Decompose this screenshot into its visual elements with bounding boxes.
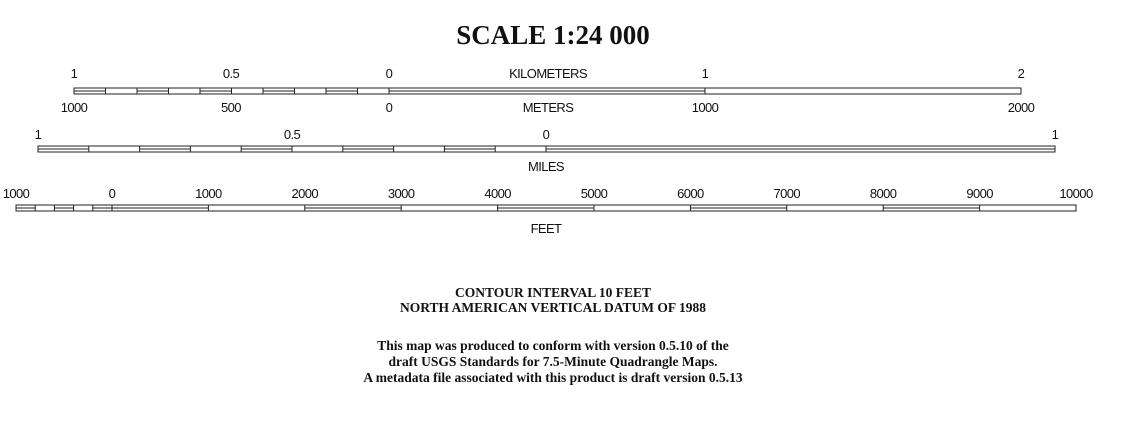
scale-label: 0 [386,66,393,81]
scale-label: 1000 [61,100,88,115]
scale-label: 1000 [195,186,222,201]
scale-title: SCALE 1:24 000 [456,20,650,50]
note: CONTOUR INTERVAL 10 FEET [455,285,651,300]
unit-label: METERS [523,100,575,115]
scale-label: 1 [35,127,42,142]
scale-label: 0 [543,127,550,142]
scale-label: 6000 [677,186,704,201]
scale-label: 1 [71,66,78,81]
statement-line: draft USGS Standards for 7.5-Minute Quad… [388,354,717,369]
scale-label: 2000 [292,186,319,201]
scale-label: 0.5 [284,127,301,142]
note: NORTH AMERICAN VERTICAL DATUM OF 1988 [400,300,706,315]
scale-label: 1 [1052,127,1059,142]
scale-label: 500 [221,100,241,115]
scale-label: 8000 [870,186,897,201]
statement-line: A metadata file associated with this pro… [363,370,742,385]
scale-label: 0 [386,100,393,115]
statement-line: This map was produced to conform with ve… [377,338,729,353]
unit-label: KILOMETERS [509,66,588,81]
scale-label: 10000 [1059,186,1093,201]
unit-label: FEET [531,221,562,236]
scale-label: 0 [109,186,116,201]
scale-label: 2000 [1008,100,1035,115]
scale-label: 0.5 [223,66,240,81]
scale-bars [15,87,1077,212]
unit-label: MILES [528,159,565,174]
scale-label: 7000 [774,186,801,201]
scale-label: 3000 [388,186,415,201]
scale-label: 2 [1018,66,1025,81]
scale-label: 1000 [692,100,719,115]
scale-label: 4000 [484,186,511,201]
scale-label: 9000 [966,186,993,201]
scale-label: 1000 [3,186,30,201]
scale-label: 1 [702,66,709,81]
scale-label: 5000 [581,186,608,201]
